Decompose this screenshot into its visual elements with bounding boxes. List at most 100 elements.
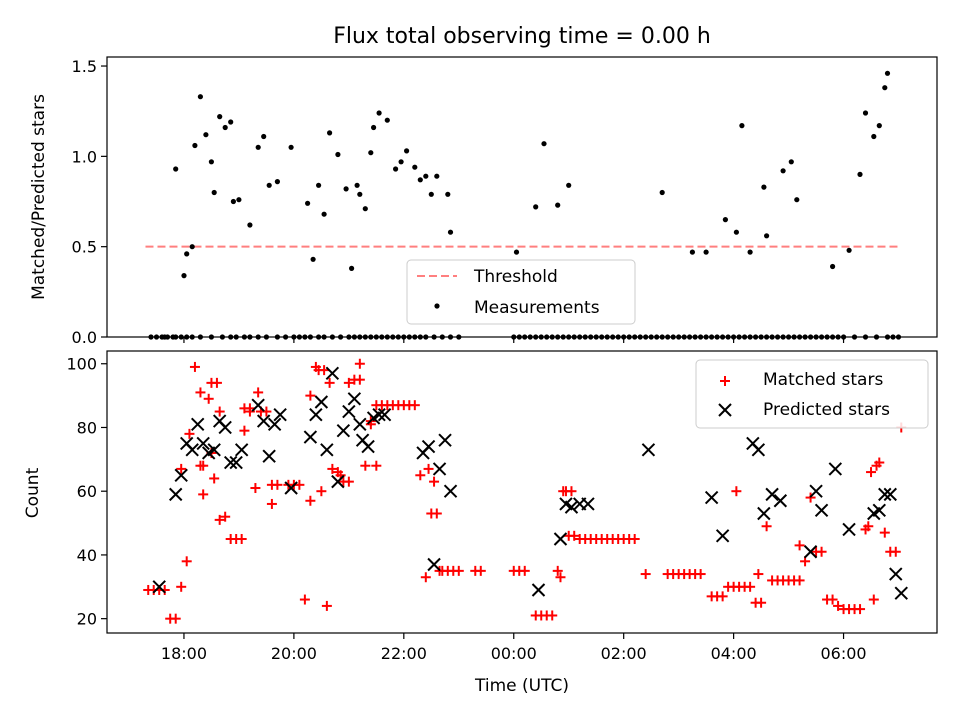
measurement-point xyxy=(376,110,382,116)
count-panel: 20 40 60 80 100 18:00 20:00 22:00 00:00 02:00 04:… xyxy=(23,350,938,696)
predicted-star-marker xyxy=(872,503,886,518)
ratio-panel: 0.0 0.5 1.0 1.5 Matched/Predicted stars Thr… xyxy=(29,56,938,347)
measurement-point xyxy=(659,189,665,196)
measurement-point xyxy=(447,229,454,235)
matched-star-marker xyxy=(360,460,371,471)
matched-star-marker xyxy=(816,546,827,557)
matched-star-marker xyxy=(195,460,206,471)
predicted-star-marker xyxy=(309,408,323,422)
matched-star-marker xyxy=(827,594,838,605)
matched-star-marker xyxy=(305,390,316,401)
predicted-star-marker xyxy=(704,490,719,505)
predicted-star-marker xyxy=(303,430,318,444)
predicted-star-marker xyxy=(174,468,188,482)
matched-star-marker xyxy=(409,400,420,411)
predicted-star-marker xyxy=(432,462,447,476)
matched-star-marker xyxy=(547,610,558,621)
matched-star-marker xyxy=(863,521,874,532)
matched-star-marker xyxy=(209,473,220,484)
matched-star-marker xyxy=(745,581,756,592)
measurement-point xyxy=(412,164,418,170)
legend-measurement-swatch xyxy=(434,303,440,309)
predicted-star-marker xyxy=(803,545,818,559)
predicted-star-marker xyxy=(196,436,210,451)
matched-star-marker xyxy=(874,457,885,468)
measurement-point xyxy=(310,256,316,262)
matched-star-marker xyxy=(761,521,772,532)
predicted-star-marker xyxy=(223,455,238,470)
measurement-point xyxy=(288,144,294,150)
predicted-star-marker xyxy=(564,500,579,514)
matched-star-marker xyxy=(272,479,283,490)
predicted-star-marker xyxy=(531,583,546,597)
measurement-point xyxy=(211,189,217,196)
measurement-point xyxy=(247,222,253,228)
predicted-star-marker xyxy=(828,462,843,476)
predicted-star-marker xyxy=(207,443,221,457)
matched-star-marker xyxy=(214,514,225,525)
predicted-star-marker xyxy=(169,487,183,502)
matched-star-marker xyxy=(343,377,354,388)
ratio-legend-frame xyxy=(406,259,636,325)
predicted-star-marker xyxy=(421,439,436,454)
matched-star-marker xyxy=(415,470,426,481)
predicted-star-marker xyxy=(894,586,908,600)
matched-star-marker xyxy=(640,569,651,580)
measurement-point xyxy=(533,204,539,210)
ratio-y-tick-label: 1.0 xyxy=(72,147,97,166)
predicted-star-marker xyxy=(325,366,340,381)
matched-star-marker xyxy=(327,463,338,474)
matched-star-marker xyxy=(868,594,879,605)
matched-star-marker xyxy=(569,530,580,541)
count-x-ticks: 18:00 20:00 22:00 00:00 02:00 04:00 06:00 xyxy=(161,633,867,663)
figure-title: Flux total observing time = 0.00 h xyxy=(333,24,711,49)
measurement-point xyxy=(780,168,786,174)
measurement-point xyxy=(764,233,770,239)
predicted-star-marker xyxy=(883,487,897,502)
measurement-point xyxy=(404,148,410,154)
matched-star-marker xyxy=(731,486,742,497)
predicted-star-marker xyxy=(809,484,823,498)
measurement-point xyxy=(230,198,236,205)
ratio-y-tick-label: 1.5 xyxy=(72,57,97,76)
matched-star-marker xyxy=(552,565,563,576)
matched-star-marker xyxy=(305,495,316,506)
measurement-point xyxy=(722,217,729,223)
legend-predicted-label: Predicted stars xyxy=(763,400,890,420)
measurement-point xyxy=(222,124,228,131)
matched-star-marker xyxy=(717,591,728,602)
predicted-star-marker xyxy=(229,455,243,470)
count-plot-frame xyxy=(106,350,938,634)
matched-star-marker xyxy=(176,581,187,592)
predicted-star-marker xyxy=(185,443,199,457)
measurement-point xyxy=(689,249,696,255)
matched-star-marker xyxy=(319,365,330,376)
count-x-axis-label: Time (UTC) xyxy=(474,676,569,696)
count-y-tick-label: 40 xyxy=(77,546,97,565)
matched-star-marker xyxy=(879,527,890,538)
count-y-tick-label: 20 xyxy=(77,610,97,629)
matched-star-marker xyxy=(833,600,844,611)
predicted-star-marker xyxy=(234,443,249,457)
matched-star-marker xyxy=(555,572,566,583)
legend-matched-swatch xyxy=(720,376,730,386)
matched-star-marker xyxy=(453,565,464,576)
measurement-point xyxy=(857,171,863,177)
legend-measurement-label: Measurements xyxy=(474,298,600,318)
matched-star-marker xyxy=(203,393,214,404)
measurement-point xyxy=(228,119,234,125)
predicted-star-marker xyxy=(152,580,166,594)
legend-matched-label: Matched stars xyxy=(763,370,883,390)
measurement-point xyxy=(236,197,242,203)
measurement-point xyxy=(343,186,349,192)
matched-star-marker xyxy=(220,511,231,522)
matched-star-marker xyxy=(371,460,382,471)
measurement-point xyxy=(371,124,377,131)
count-marks xyxy=(143,358,908,624)
count-x-tick-label: 00:00 xyxy=(491,644,537,663)
predicted-star-marker xyxy=(267,417,282,431)
predicted-star-marker xyxy=(757,506,771,521)
ratio-y-tick-label: 0.5 xyxy=(72,238,97,257)
measurement-point xyxy=(335,151,341,158)
measurement-point xyxy=(357,191,363,197)
